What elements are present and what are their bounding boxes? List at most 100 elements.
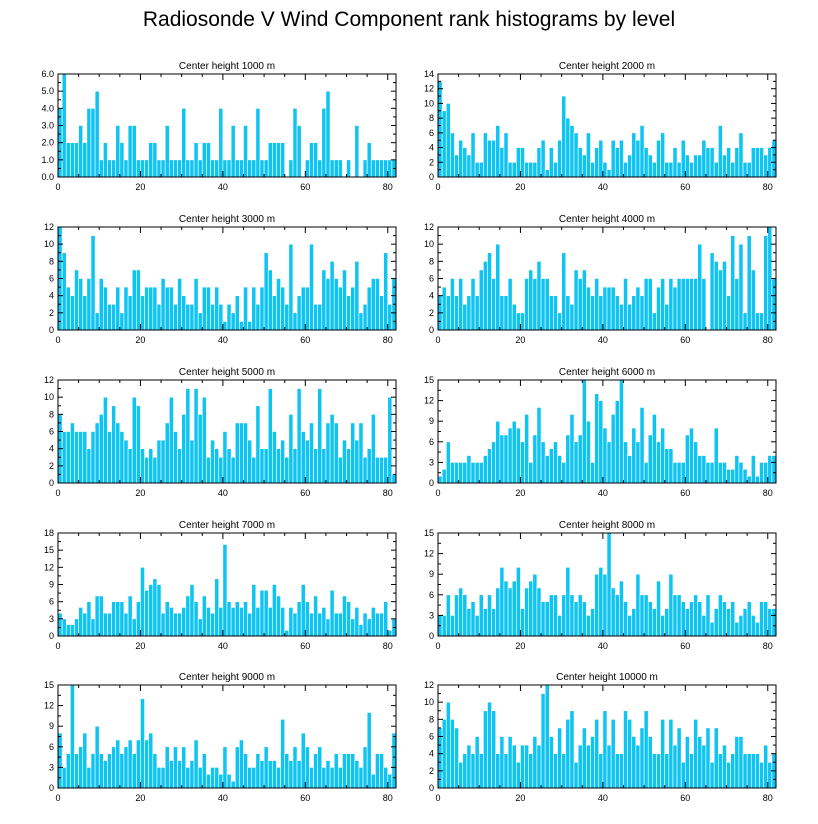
histogram-bar	[168, 760, 174, 789]
histogram-bar	[602, 286, 608, 331]
histogram-bar	[528, 269, 534, 331]
histogram-bar	[437, 475, 443, 484]
histogram-bar	[672, 594, 678, 637]
histogram-bar	[573, 132, 579, 178]
histogram-bar	[333, 753, 339, 789]
histogram-bar	[375, 456, 380, 484]
histogram-bar	[136, 405, 141, 484]
histogram-bar	[462, 462, 468, 484]
x-tick-label: 60	[680, 641, 690, 651]
histogram-bar	[247, 159, 253, 178]
y-tick-label: 0	[429, 325, 434, 335]
histogram-bar	[168, 607, 174, 637]
histogram-bar	[454, 154, 459, 178]
histogram-bar	[387, 303, 393, 331]
histogram-bar	[94, 312, 100, 331]
histogram-bar	[668, 161, 674, 178]
histogram-bar	[524, 278, 529, 331]
histogram-bar	[288, 243, 294, 331]
histogram-bar	[140, 567, 145, 637]
x-tick-label: 80	[763, 641, 773, 651]
histogram-bar	[639, 407, 645, 484]
histogram-bar	[70, 142, 75, 178]
histogram-panel: Center height 4000 m 0 2 4 6 8 10 12 0 20 40 60 80	[424, 214, 777, 345]
histogram-bar	[483, 132, 488, 178]
histogram-bar	[672, 286, 678, 331]
histogram-bar	[713, 727, 719, 789]
histogram-bar	[656, 441, 661, 484]
y-tick-label: 3.0	[41, 121, 54, 131]
histogram-bar	[594, 393, 600, 484]
histogram-bar	[726, 295, 731, 331]
histogram-bar	[78, 431, 84, 484]
histogram-bar	[173, 746, 178, 789]
histogram-panel: Center height 8000 m 0 3 6 9 12 15 0 20 40 60 80	[424, 520, 777, 651]
histogram-bar	[676, 727, 682, 789]
histogram-bar	[317, 612, 323, 637]
histogram-bar	[577, 278, 583, 331]
histogram-bar	[94, 725, 100, 789]
histogram-bar	[362, 159, 368, 178]
histogram-bar	[181, 414, 187, 484]
histogram-bar	[771, 455, 777, 484]
histogram-bar	[111, 601, 117, 637]
histogram-bar	[734, 278, 740, 331]
histogram-bar	[222, 431, 228, 484]
x-tick-label: 20	[515, 488, 525, 498]
histogram-bar	[516, 147, 521, 178]
histogram-bar	[280, 439, 286, 484]
histogram-bar	[536, 407, 542, 484]
histogram-bar	[561, 594, 567, 637]
histogram-bar	[329, 159, 335, 178]
histogram-bar	[561, 95, 567, 178]
histogram-bar	[639, 727, 645, 789]
histogram-bar	[441, 615, 447, 637]
histogram-bar	[717, 753, 723, 789]
histogram-bar	[544, 684, 550, 789]
y-tick-label: 12	[424, 680, 434, 690]
histogram-bar	[676, 161, 682, 178]
histogram-bar	[705, 594, 711, 637]
panel-title: Center height 1000 m	[179, 61, 275, 72]
histogram-bar	[701, 455, 707, 484]
histogram-bar	[594, 278, 600, 331]
histogram-bar	[577, 594, 583, 637]
histogram-bar	[676, 462, 682, 484]
histogram-bar	[156, 439, 162, 484]
histogram-bar	[544, 278, 550, 331]
histogram-bar	[86, 448, 92, 484]
histogram-bar	[516, 427, 521, 484]
histogram-bar	[329, 414, 335, 484]
histogram-bar	[553, 753, 558, 789]
histogram-bar	[689, 427, 694, 484]
histogram-bar	[454, 295, 459, 331]
histogram-bar	[152, 142, 158, 178]
histogram-bar	[520, 441, 525, 484]
histogram-bar	[598, 295, 604, 331]
histogram-bar	[309, 142, 314, 178]
histogram-bar	[507, 587, 513, 637]
histogram-bar	[495, 587, 501, 637]
histogram-bar	[74, 753, 79, 789]
histogram-bar	[243, 601, 248, 637]
histogram-bar	[222, 746, 228, 789]
histogram-bar	[750, 615, 756, 637]
x-tick-label: 0	[435, 182, 440, 192]
y-tick-label: 12	[44, 222, 54, 232]
y-tick-label: 6	[49, 597, 54, 607]
y-tick-label: 4	[429, 291, 434, 301]
histogram-bar	[164, 125, 170, 178]
histogram-bar	[738, 243, 744, 331]
histogram-bar	[362, 303, 368, 331]
histogram-bar	[276, 595, 281, 637]
histogram-bar	[573, 761, 579, 789]
histogram-bar	[763, 235, 769, 331]
histogram-bar	[680, 761, 686, 789]
histogram-bar	[445, 701, 451, 789]
histogram-bar	[586, 132, 591, 178]
histogram-bar	[503, 434, 509, 484]
histogram-bar	[623, 710, 628, 789]
histogram-bar	[86, 767, 92, 789]
histogram-bar	[565, 117, 571, 178]
histogram-bar	[717, 269, 723, 331]
